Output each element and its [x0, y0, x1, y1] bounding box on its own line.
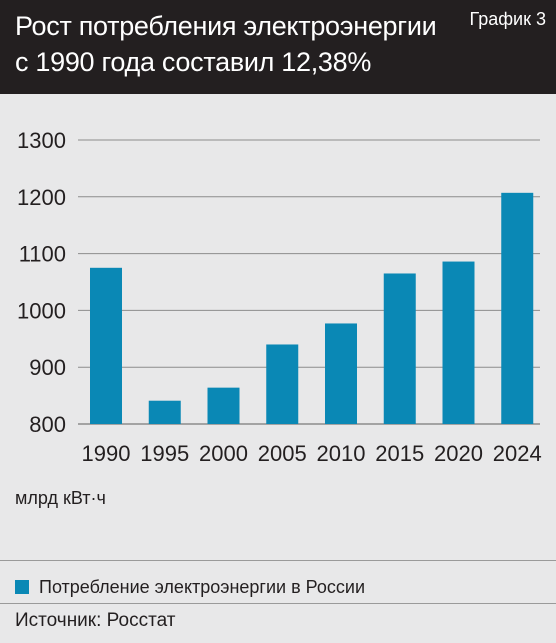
y-axis-unit-label: млрд кВт·ч	[15, 488, 106, 508]
x-axis-ticks: 1990 1995 2000 2005 2010 2015 2020 2024	[82, 441, 542, 466]
legend-divider-top	[0, 560, 556, 561]
bars	[90, 192, 534, 424]
bar-chart: 800 900 1000 1100 1200 1300 1990 1995 2000 2005 2…	[17, 128, 542, 466]
y-tick-label: 800	[29, 412, 66, 437]
y-axis-ticks: 800 900 1000 1100 1200 1300	[17, 128, 66, 437]
y-tick-label: 1300	[17, 128, 66, 153]
legend: Потребление электроэнергии в России	[15, 575, 365, 599]
chart-number-tag: График 3	[469, 9, 546, 29]
legend-label: Потребление электроэнергии в России	[39, 576, 366, 597]
x-tick-label: 1990	[82, 441, 131, 466]
bar-2024	[501, 192, 534, 424]
source-note: Источник: Росстат	[15, 610, 176, 631]
bar-2015	[383, 273, 416, 424]
x-tick-label: 2024	[493, 441, 542, 466]
y-tick-label: 900	[29, 355, 66, 380]
bar-1990	[90, 267, 122, 424]
x-tick-label: 2010	[317, 441, 366, 466]
x-tick-label: 2000	[199, 441, 248, 466]
y-tick-label: 1200	[17, 185, 66, 210]
x-tick-label: 2020	[434, 441, 483, 466]
bar-2020	[442, 261, 475, 424]
chart-header: Рост потребления электроэнергии с 1990 г…	[0, 0, 556, 94]
bar-2000	[207, 387, 240, 424]
y-tick-label: 1100	[19, 242, 66, 267]
bar-2005	[266, 344, 299, 424]
bar-1995	[148, 400, 181, 424]
chart-title: Рост потребления электроэнергии с 1990 г…	[15, 11, 437, 77]
x-tick-label: 1995	[140, 441, 189, 466]
x-tick-label: 2005	[258, 441, 307, 466]
x-tick-label: 2015	[375, 441, 424, 466]
legend-divider-bottom	[0, 603, 556, 604]
legend-swatch	[15, 580, 29, 594]
y-tick-label: 1000	[17, 298, 66, 323]
bar-2010	[325, 323, 357, 424]
